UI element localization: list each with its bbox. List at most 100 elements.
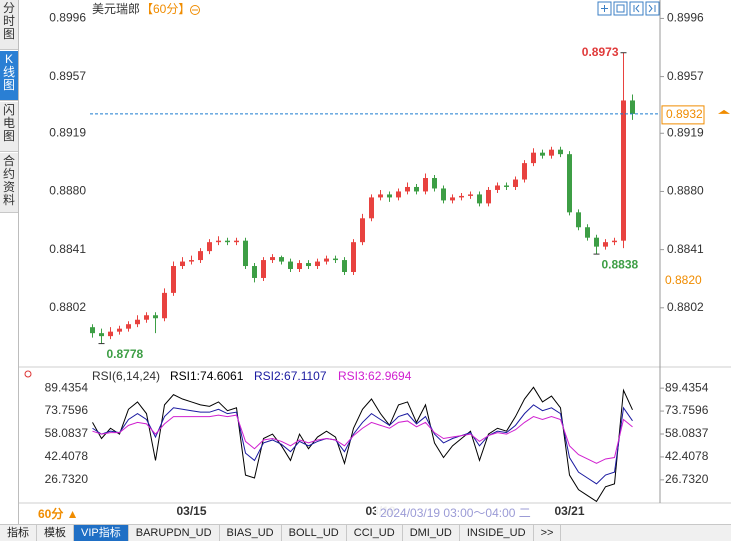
candle-body xyxy=(108,331,113,337)
annotation: 0.8973 xyxy=(582,45,619,59)
candle-body xyxy=(396,191,401,198)
candle-body xyxy=(576,212,581,228)
candle-body xyxy=(405,186,410,192)
y-tick-label: 73.7596 xyxy=(45,403,89,417)
icon-expand[interactable] xyxy=(613,1,628,16)
candle-body xyxy=(567,154,572,213)
candle-body xyxy=(414,186,419,192)
tab[interactable]: BARUPDN_UD xyxy=(129,525,220,541)
candle-body xyxy=(279,257,284,262)
x-tick-label: 03/15 xyxy=(176,504,206,518)
y-tick-label: 0.8802 xyxy=(49,300,86,314)
candle-body xyxy=(387,194,392,198)
x-tick-label: 03/21 xyxy=(554,504,584,518)
icon-right[interactable] xyxy=(645,1,660,16)
zoom-out-icon[interactable] xyxy=(190,5,200,15)
tab[interactable]: 指标 xyxy=(0,525,37,541)
candle-body xyxy=(630,100,635,114)
candle-body xyxy=(594,237,599,247)
candle-body xyxy=(243,240,248,267)
y-tick-label: 0.8802 xyxy=(667,300,704,314)
candle-body xyxy=(306,263,311,267)
indicator-tab-bar: 指标 模板 VIP指标 BARUPDN_UD BIAS_UD BOLL_UD C… xyxy=(0,524,731,541)
candle-body xyxy=(324,258,329,262)
candle-body xyxy=(432,178,437,189)
chart: 美元瑞郎 【60分】 RSI(6,14,24) 60分 ▲ 0.8996 0.89… xyxy=(19,0,731,522)
tab[interactable]: DMI_UD xyxy=(403,525,460,541)
y-tick-label: 0.8841 xyxy=(49,242,86,256)
candle-body xyxy=(468,194,473,196)
candle-body xyxy=(180,261,185,267)
y-tick-label: 0.8996 xyxy=(49,11,86,25)
candle-body xyxy=(477,194,482,204)
tab-flash[interactable]: 闪电图 xyxy=(0,102,18,152)
candle-body xyxy=(153,315,158,319)
candle-body xyxy=(486,189,491,204)
tab[interactable]: INSIDE_UD xyxy=(460,525,534,541)
tab-contract[interactable]: 合约资料 xyxy=(0,153,18,213)
y-tick-label: 42.4078 xyxy=(45,449,89,463)
y-tick-label: 0.8841 xyxy=(667,242,704,256)
legend-entry: RSI3:62.9694 xyxy=(338,369,412,383)
icon-fit[interactable] xyxy=(597,1,612,16)
candle-body xyxy=(144,315,149,320)
y-tick-label: 0.8880 xyxy=(49,184,86,198)
period-label: 【60分】 xyxy=(141,2,190,16)
tab-intraday[interactable]: 分时图 xyxy=(0,0,18,50)
period-selector[interactable]: 60分 ▲ xyxy=(38,506,79,521)
candle-body xyxy=(603,242,608,247)
last-price-arrow xyxy=(718,109,730,114)
candle-body xyxy=(288,261,293,270)
candle-body xyxy=(504,185,509,187)
y-tick-label: 89.4354 xyxy=(665,380,709,394)
y-tick-label: 0.8919 xyxy=(49,125,86,139)
candle-body xyxy=(531,152,536,164)
rsi-line xyxy=(92,404,633,485)
y-tick-label: 89.4354 xyxy=(45,380,89,394)
tab[interactable]: 模板 xyxy=(37,525,74,541)
candle-body xyxy=(621,100,626,241)
candle-body xyxy=(513,179,518,187)
last-price-box xyxy=(661,105,705,125)
candle-body xyxy=(234,240,239,243)
candle-body xyxy=(207,242,212,252)
y-tick-label: 0.8919 xyxy=(667,125,704,139)
candle-body xyxy=(495,185,500,190)
legend-name: RSI3: xyxy=(338,369,368,383)
tab-kline[interactable]: K线图 xyxy=(0,51,18,101)
candle-body xyxy=(297,263,302,270)
candle-body xyxy=(225,240,230,243)
tab[interactable]: BOLL_UD xyxy=(282,525,347,541)
tab[interactable]: >> xyxy=(534,525,562,541)
candle-body xyxy=(162,292,167,319)
candle-body xyxy=(216,240,221,243)
y-tick-label: 58.0837 xyxy=(665,426,709,440)
candle-body xyxy=(126,324,131,329)
candle-body xyxy=(351,242,356,272)
y-tick-label: 0.8957 xyxy=(667,69,704,83)
candle-body xyxy=(369,197,374,219)
y-tick-label: 73.7596 xyxy=(665,403,709,417)
legend-value: 67.1107 xyxy=(284,369,327,383)
settings-icon[interactable] xyxy=(24,370,32,378)
y-tick-label: 0.8996 xyxy=(667,11,704,25)
candle-body xyxy=(540,152,545,156)
candle-body xyxy=(315,261,320,267)
candle-body xyxy=(342,260,347,272)
rsi-line xyxy=(92,414,633,464)
chart-title: 美元瑞郎 xyxy=(92,2,140,16)
last-price-label: 0.8932 xyxy=(666,107,703,121)
y-tick-label: 26.7320 xyxy=(665,472,709,486)
y-tick-label: 58.0837 xyxy=(45,426,89,440)
tab[interactable]: BIAS_UD xyxy=(220,525,282,541)
candle-body xyxy=(612,240,617,243)
y-tick-label: 26.7320 xyxy=(45,472,89,486)
annotation: 0.8838 xyxy=(602,257,639,271)
candle-body xyxy=(117,328,122,332)
rsi-line xyxy=(92,386,633,503)
candle-body xyxy=(171,266,176,293)
tab-active[interactable]: VIP指标 xyxy=(74,525,129,541)
icon-left[interactable] xyxy=(629,1,644,16)
legend-name: RSI2: xyxy=(254,369,284,383)
tab[interactable]: CCI_UD xyxy=(347,525,403,541)
